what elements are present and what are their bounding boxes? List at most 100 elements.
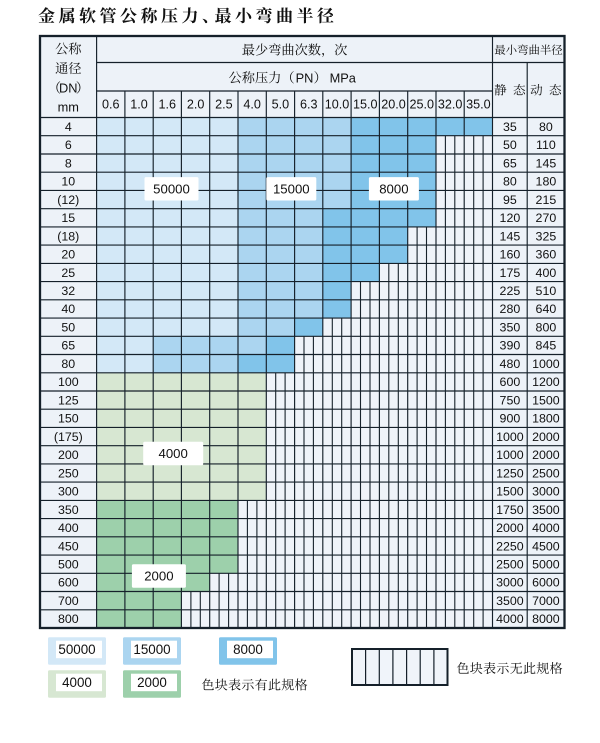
svg-text:5000: 5000 bbox=[532, 558, 560, 572]
svg-text:10.0: 10.0 bbox=[325, 98, 350, 112]
svg-text:900: 900 bbox=[500, 412, 521, 426]
svg-text:15.0: 15.0 bbox=[353, 98, 378, 112]
svg-text:215: 215 bbox=[536, 193, 557, 207]
svg-text:280: 280 bbox=[500, 302, 521, 316]
svg-text:2000: 2000 bbox=[144, 569, 173, 584]
svg-text:125: 125 bbox=[58, 393, 79, 407]
svg-text:(18): (18) bbox=[57, 229, 79, 243]
svg-text:325: 325 bbox=[536, 229, 557, 243]
svg-text:6000: 6000 bbox=[532, 576, 560, 590]
svg-text:50000: 50000 bbox=[58, 642, 95, 657]
svg-text:1250: 1250 bbox=[496, 466, 524, 480]
svg-text:32: 32 bbox=[61, 284, 75, 298]
svg-text:20: 20 bbox=[61, 248, 75, 262]
svg-text:600: 600 bbox=[58, 576, 79, 590]
svg-text:145: 145 bbox=[536, 156, 557, 170]
svg-text:80: 80 bbox=[503, 175, 517, 189]
svg-text:mm: mm bbox=[58, 100, 79, 115]
svg-text:2000: 2000 bbox=[496, 521, 524, 535]
svg-text:3500: 3500 bbox=[496, 594, 524, 608]
svg-text:35.0: 35.0 bbox=[466, 98, 491, 112]
svg-text:80: 80 bbox=[61, 357, 75, 371]
svg-text:510: 510 bbox=[536, 284, 557, 298]
svg-text:35: 35 bbox=[503, 120, 517, 134]
svg-text:8000: 8000 bbox=[379, 181, 408, 196]
svg-text:1000: 1000 bbox=[496, 430, 524, 444]
svg-text:50: 50 bbox=[503, 138, 517, 152]
svg-text:65: 65 bbox=[61, 339, 75, 353]
svg-text:360: 360 bbox=[536, 248, 557, 262]
svg-text:5.0: 5.0 bbox=[272, 98, 290, 112]
svg-text:100: 100 bbox=[58, 375, 79, 389]
svg-text:15: 15 bbox=[61, 211, 75, 225]
svg-text:1.6: 1.6 bbox=[159, 98, 177, 112]
svg-text:175: 175 bbox=[500, 266, 521, 280]
svg-text:4000: 4000 bbox=[159, 446, 188, 461]
svg-text:150: 150 bbox=[58, 412, 79, 426]
svg-text:110: 110 bbox=[536, 138, 556, 152]
svg-text:6.3: 6.3 bbox=[300, 98, 318, 112]
svg-text:1000: 1000 bbox=[532, 357, 560, 371]
svg-text:4000: 4000 bbox=[496, 612, 524, 626]
svg-text:4000: 4000 bbox=[532, 521, 560, 535]
svg-text:200: 200 bbox=[58, 448, 79, 462]
svg-text:65: 65 bbox=[503, 156, 517, 170]
svg-text:0.6: 0.6 bbox=[102, 98, 120, 112]
svg-text:7000: 7000 bbox=[532, 594, 560, 608]
svg-text:1500: 1500 bbox=[532, 393, 560, 407]
svg-text:50: 50 bbox=[61, 321, 75, 335]
svg-text:700: 700 bbox=[58, 594, 79, 608]
svg-text:270: 270 bbox=[536, 211, 557, 225]
svg-text:750: 750 bbox=[500, 393, 521, 407]
svg-text:120: 120 bbox=[500, 211, 521, 225]
svg-text:80: 80 bbox=[539, 120, 553, 134]
svg-text:160: 160 bbox=[500, 248, 521, 262]
svg-text:4: 4 bbox=[65, 120, 72, 134]
svg-text:450: 450 bbox=[58, 539, 79, 553]
svg-text:180: 180 bbox=[536, 175, 557, 189]
svg-text:1750: 1750 bbox=[496, 503, 524, 517]
svg-text:(175): (175) bbox=[54, 430, 83, 444]
svg-text:10: 10 bbox=[61, 175, 75, 189]
svg-text:(12): (12) bbox=[57, 193, 79, 207]
svg-text:32.0: 32.0 bbox=[438, 98, 463, 112]
svg-text:PN: PN bbox=[296, 70, 314, 85]
svg-text:800: 800 bbox=[58, 612, 79, 626]
svg-text:400: 400 bbox=[58, 521, 79, 535]
svg-text:350: 350 bbox=[500, 321, 521, 335]
svg-text:2500: 2500 bbox=[532, 466, 560, 480]
svg-text:3000: 3000 bbox=[496, 576, 524, 590]
svg-text:800: 800 bbox=[536, 321, 557, 335]
svg-text:225: 225 bbox=[500, 284, 521, 298]
svg-text:640: 640 bbox=[536, 302, 557, 316]
svg-text:2000: 2000 bbox=[532, 448, 560, 462]
svg-text:1800: 1800 bbox=[532, 412, 560, 426]
svg-text:390: 390 bbox=[500, 339, 521, 353]
svg-text:400: 400 bbox=[536, 266, 557, 280]
svg-text:25: 25 bbox=[61, 266, 75, 280]
svg-text:50000: 50000 bbox=[153, 181, 190, 196]
svg-text:500: 500 bbox=[58, 558, 79, 572]
svg-text:95: 95 bbox=[503, 193, 517, 207]
svg-text:8000: 8000 bbox=[233, 642, 263, 657]
svg-text:20.0: 20.0 bbox=[381, 98, 406, 112]
svg-text:250: 250 bbox=[58, 466, 79, 480]
svg-text:4.0: 4.0 bbox=[243, 98, 261, 112]
svg-text:3500: 3500 bbox=[532, 503, 560, 517]
svg-text:25.0: 25.0 bbox=[410, 98, 435, 112]
svg-text:845: 845 bbox=[536, 339, 557, 353]
svg-text:1.0: 1.0 bbox=[130, 98, 148, 112]
svg-text:2000: 2000 bbox=[137, 675, 167, 690]
svg-text:4500: 4500 bbox=[532, 539, 560, 553]
svg-text:145: 145 bbox=[500, 229, 521, 243]
svg-text:1500: 1500 bbox=[496, 485, 524, 499]
svg-text:DN: DN bbox=[59, 81, 77, 96]
svg-text:300: 300 bbox=[58, 485, 79, 499]
svg-text:2.0: 2.0 bbox=[187, 98, 205, 112]
svg-text:8: 8 bbox=[65, 156, 72, 170]
svg-text:2.5: 2.5 bbox=[215, 98, 233, 112]
svg-text:MPa: MPa bbox=[330, 70, 357, 85]
svg-text:1200: 1200 bbox=[532, 375, 560, 389]
svg-text:3000: 3000 bbox=[532, 485, 560, 499]
svg-text:480: 480 bbox=[500, 357, 521, 371]
